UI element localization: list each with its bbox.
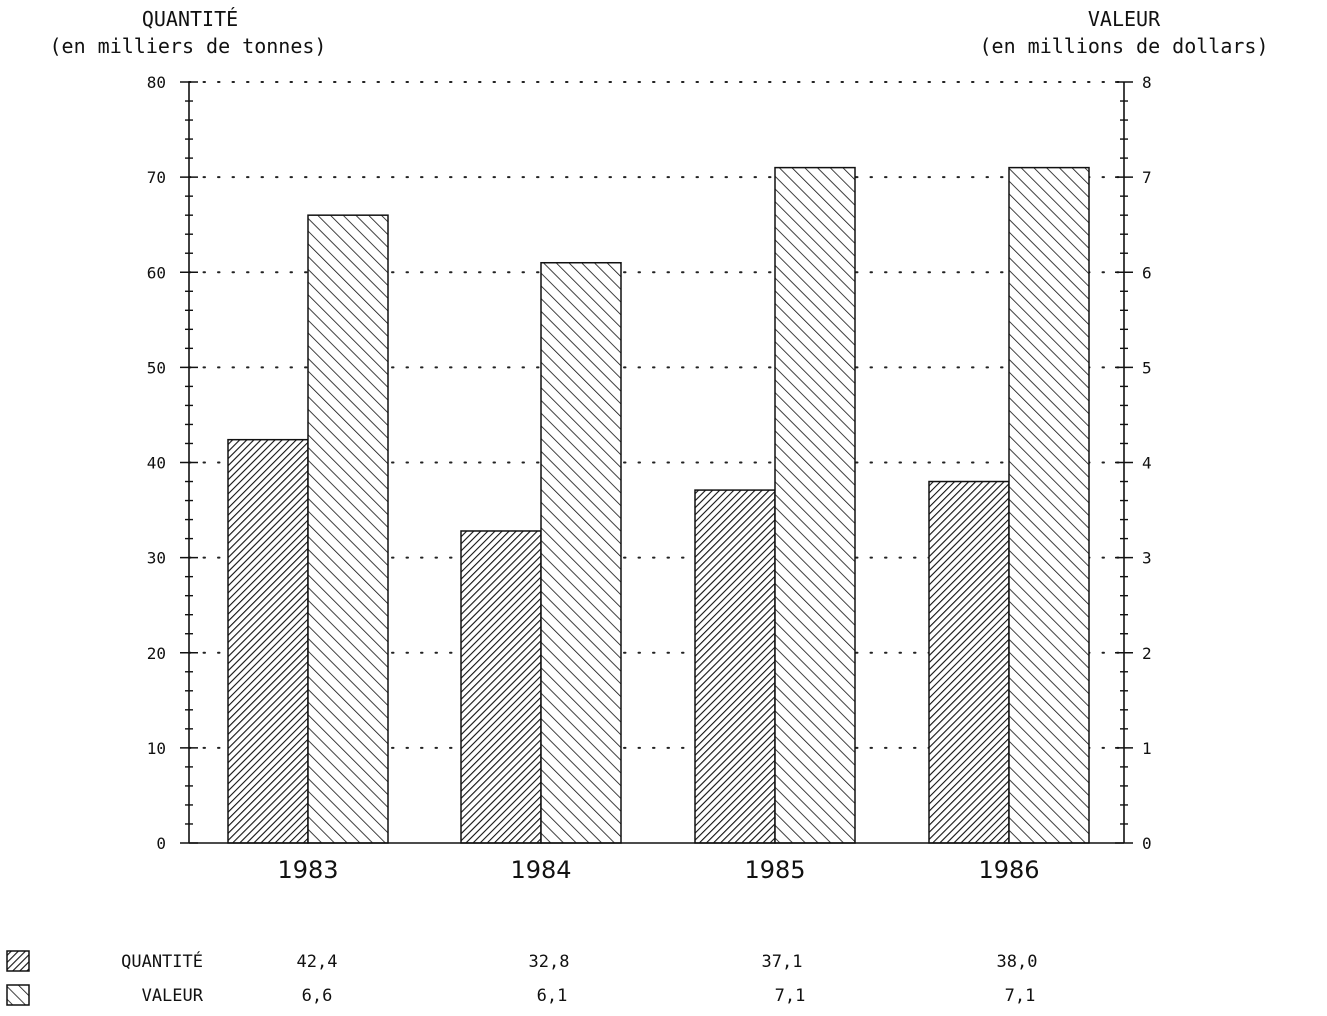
table-value: 6,1 xyxy=(537,986,568,1006)
right-tick-label: 8 xyxy=(1142,73,1152,92)
table-value: 7,1 xyxy=(775,986,806,1006)
right-tick-label: 5 xyxy=(1142,358,1152,377)
right-tick-label: 3 xyxy=(1142,549,1152,568)
category-label-1984: 1984 xyxy=(510,856,571,884)
legend-swatch-quantite xyxy=(6,950,30,972)
category-label-1985: 1985 xyxy=(744,856,805,884)
legend-label: QUANTITÉ xyxy=(121,950,203,972)
right-tick-label: 1 xyxy=(1142,739,1152,758)
left-tick-label: 20 xyxy=(147,644,166,663)
bar-valeur-1985 xyxy=(774,166,856,844)
legend-label: VALEUR xyxy=(142,986,204,1006)
left-tick-label: 30 xyxy=(147,549,166,568)
bar-quantite-1984 xyxy=(460,530,542,844)
table-value: 37,1 xyxy=(762,952,803,972)
bar-quantite-1983 xyxy=(227,438,309,844)
left-axis-title-line1: QUANTITÉ xyxy=(142,7,238,31)
left-tick-label: 50 xyxy=(147,358,166,377)
table-value: 6,6 xyxy=(302,986,333,1006)
left-axis-title-line2: (en milliers de tonnes) xyxy=(50,34,327,58)
category-label-1983: 1983 xyxy=(277,856,338,884)
left-tick-label: 80 xyxy=(147,73,166,92)
left-tick-label: 40 xyxy=(147,454,166,473)
right-tick-label: 4 xyxy=(1142,454,1152,473)
table-value: 38,0 xyxy=(997,952,1038,972)
bar-valeur-1983 xyxy=(307,214,389,844)
right-tick-label: 6 xyxy=(1142,263,1152,282)
right-axis-title-line1: VALEUR xyxy=(1088,7,1161,31)
category-label-1986: 1986 xyxy=(978,856,1039,884)
table-value: 7,1 xyxy=(1005,986,1036,1006)
bar-valeur-1984 xyxy=(540,261,622,844)
table-value: 42,4 xyxy=(297,952,338,972)
right-tick-label: 7 xyxy=(1142,168,1152,187)
axes-group xyxy=(180,81,1133,844)
left-tick-label: 0 xyxy=(156,834,166,853)
bar-valeur-1986 xyxy=(1008,166,1090,844)
right-tick-label: 0 xyxy=(1142,834,1152,853)
category-labels: 1983 1984 1985 1986 xyxy=(277,856,1039,884)
right-axis-title-line2: (en millions de dollars) xyxy=(980,34,1269,58)
left-tick-label: 60 xyxy=(147,263,166,282)
bar-quantite-1985 xyxy=(694,489,776,844)
legend-swatch-valeur xyxy=(6,984,30,1006)
left-tick-label: 70 xyxy=(147,168,166,187)
table-value: 32,8 xyxy=(529,952,570,972)
left-axis-ticks: 0 10 20 30 40 50 60 70 80 xyxy=(147,73,166,853)
bars-group xyxy=(227,166,1090,844)
left-tick-label: 10 xyxy=(147,739,166,758)
bar-quantite-1986 xyxy=(928,480,1010,844)
right-tick-label: 2 xyxy=(1142,644,1152,663)
right-axis-ticks: 0 1 2 3 4 5 6 7 8 xyxy=(1142,73,1152,853)
legend-data-table: QUANTITÉ 42,4 32,8 37,1 38,0 VALEUR 6,6 6,1 7,1 7… xyxy=(6,950,1038,1006)
